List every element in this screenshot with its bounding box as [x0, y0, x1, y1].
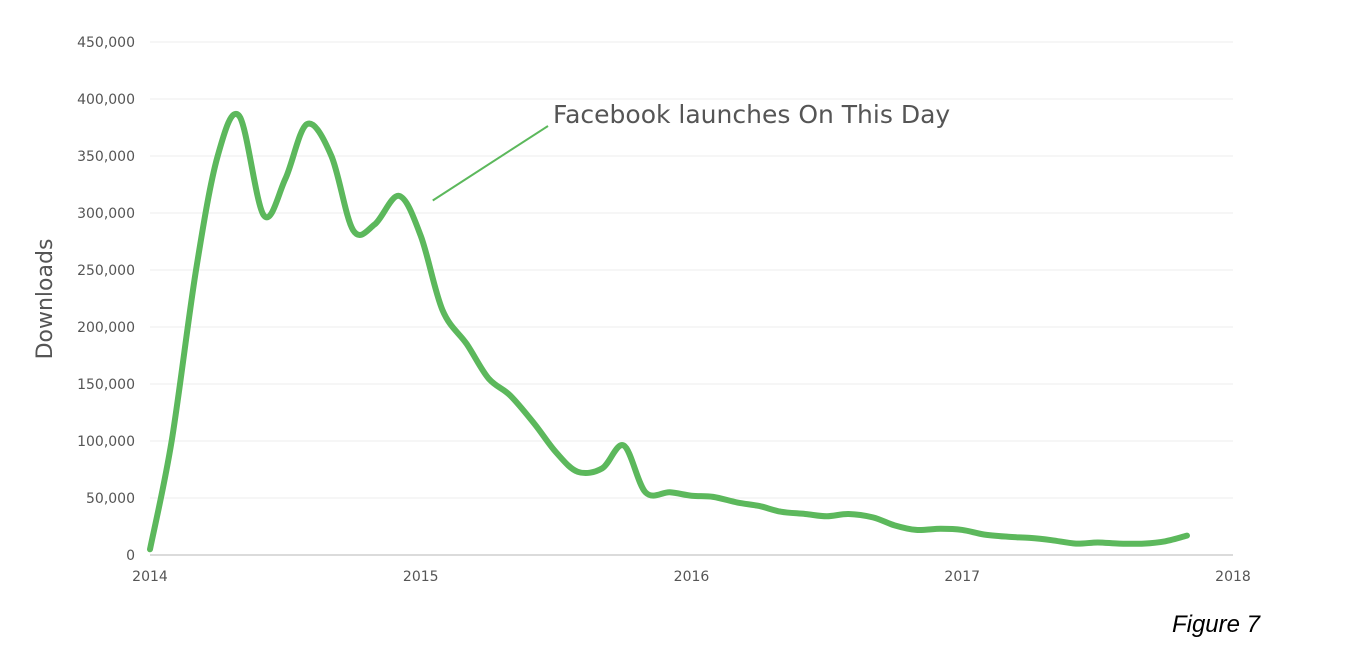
- y-tick-label: 450,000: [77, 35, 135, 51]
- y-tick-label: 100,000: [77, 434, 135, 450]
- y-tick-label: 150,000: [77, 377, 135, 393]
- y-tick-label: 200,000: [77, 320, 135, 336]
- x-tick-label: 2017: [944, 569, 980, 585]
- figure-caption: Figure 7: [1171, 611, 1260, 638]
- y-tick-label: 300,000: [77, 206, 135, 222]
- x-tick-label: 2014: [132, 569, 168, 585]
- y-axis-label: Downloads: [33, 239, 58, 360]
- annotation-pointer-line: [432, 125, 549, 202]
- y-tick-label: 350,000: [77, 149, 135, 165]
- y-tick-label: 400,000: [77, 92, 135, 108]
- y-tick-label: 50,000: [86, 491, 135, 507]
- x-axis-ticks: 2014 2015 2016 2017 2018: [132, 569, 1251, 585]
- series-line-downloads: [147, 111, 1190, 553]
- y-axis-ticks: 0 50,000 100,000 150,000 200,000 250,000 300,0…: [77, 35, 135, 564]
- y-tick-label: 250,000: [77, 263, 135, 279]
- x-tick-label: 2018: [1215, 569, 1251, 585]
- y-tick-label: 0: [126, 548, 135, 564]
- annotation-label: Facebook launches On This Day: [553, 100, 950, 129]
- x-tick-label: 2015: [403, 569, 439, 585]
- x-tick-label: 2016: [674, 569, 710, 585]
